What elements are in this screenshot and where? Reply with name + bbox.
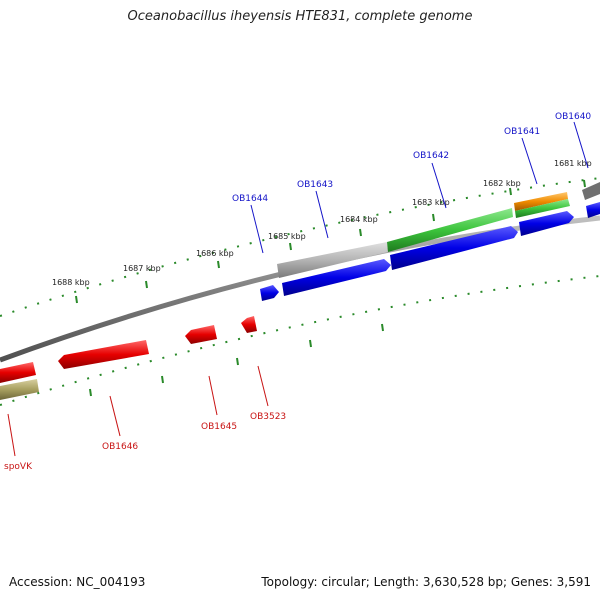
tick-label: 1687 kbp — [123, 264, 161, 273]
tick-mark — [381, 323, 384, 332]
tick-label: 1686 kbp — [196, 249, 234, 258]
gene-arrow-spovk[interactable] — [0, 362, 36, 383]
gene-label: OB1640 — [555, 112, 591, 122]
gene-label: spoVK — [4, 462, 33, 472]
tick-mark — [432, 213, 435, 222]
gene-arrow-ob1646[interactable] — [58, 340, 149, 369]
feature-bar[interactable] — [387, 208, 513, 252]
map-title: Oceanobacillus iheyensis HTE831, complet… — [127, 9, 473, 24]
tick-label: 1688 kbp — [52, 278, 90, 287]
tick-mark — [217, 260, 220, 269]
topology-summary: Topology: circular; Length: 3,630,528 bp… — [261, 575, 591, 589]
forward-leader-lines — [250, 121, 589, 254]
tick-mark — [289, 242, 292, 251]
gene-label: OB3523 — [250, 412, 286, 422]
gene-label: OB1645 — [201, 422, 237, 432]
gene-arrow-ob1644[interactable] — [260, 285, 279, 301]
accession-text: Accession: NC_004193 — [9, 575, 146, 589]
tick-label: 1685 kbp — [268, 232, 306, 241]
gene-label: OB1641 — [504, 127, 540, 137]
tick-mark — [145, 280, 148, 289]
feature-bar[interactable] — [582, 182, 600, 200]
gene-label: OB1646 — [102, 442, 138, 452]
feature-bar[interactable] — [0, 379, 39, 400]
tick-mark — [583, 179, 586, 188]
gene-arrow-ob1642[interactable] — [390, 226, 518, 270]
tick-mark — [161, 375, 164, 384]
tick-mark — [359, 228, 362, 237]
gene-label: OB1643 — [297, 180, 333, 190]
tick-mark — [309, 339, 312, 348]
feature-bar[interactable] — [515, 199, 570, 218]
gene-arrow-ob1641[interactable] — [519, 211, 574, 236]
gene-arrow-ob3523[interactable] — [241, 316, 257, 333]
gene-label: OB1642 — [413, 151, 449, 161]
tick-label: 1684 kbp — [340, 215, 378, 224]
reverse-tick-ruler — [0, 275, 600, 406]
reverse-leader-lines — [7, 365, 269, 457]
tick-mark — [89, 388, 92, 397]
gene-label: OB1644 — [232, 194, 268, 204]
tick-label: 1681 kbp — [554, 159, 592, 168]
gene-arrow-ob1645[interactable] — [185, 325, 217, 344]
feature-bar[interactable] — [277, 242, 388, 278]
tick-label: 1683 kbp — [412, 198, 450, 207]
tick-mark — [75, 295, 78, 304]
feature-bar[interactable] — [514, 192, 568, 211]
gene-arrow-ob1643[interactable] — [282, 259, 391, 296]
tick-label: 1682 kbp — [483, 179, 521, 188]
tick-mark — [509, 187, 512, 196]
gene-arrow-ob1640[interactable] — [586, 202, 600, 218]
forward-tick-ruler — [0, 177, 600, 317]
tick-mark — [236, 357, 239, 366]
